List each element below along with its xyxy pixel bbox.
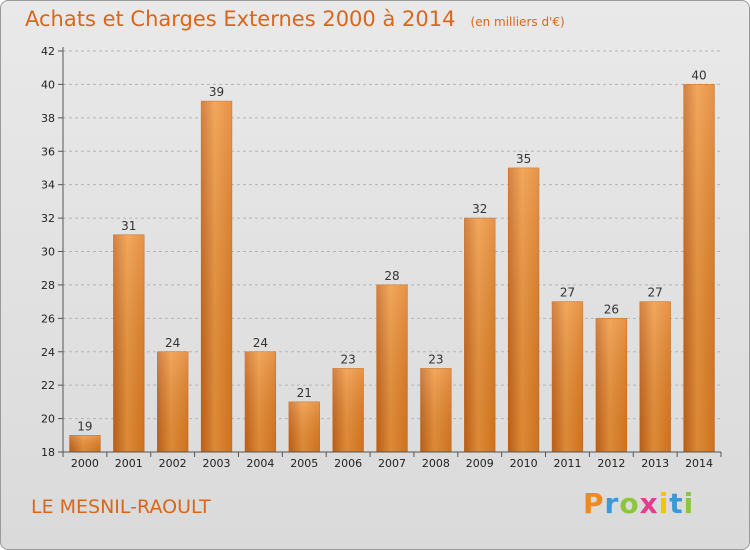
logo-letter: P — [583, 487, 605, 520]
data-label: 24 — [165, 336, 180, 350]
data-label: 27 — [560, 286, 575, 300]
x-tick-label: 2003 — [203, 457, 231, 470]
data-label: 32 — [472, 202, 487, 216]
y-tick-label: 30 — [41, 246, 55, 259]
x-tick-label: 2000 — [71, 457, 99, 470]
bar-shade — [552, 301, 583, 452]
x-tick-label: 2002 — [159, 457, 187, 470]
data-label: 28 — [384, 269, 399, 283]
x-tick-label: 2005 — [290, 457, 318, 470]
y-tick-label: 24 — [41, 346, 55, 359]
y-tick-label: 22 — [41, 379, 55, 392]
x-tick-label: 2008 — [422, 457, 450, 470]
bar-shade — [157, 351, 189, 452]
bar-shade — [420, 368, 452, 452]
title-row: Achats et Charges Externes 2000 à 2014 (… — [25, 7, 565, 31]
x-tick-label: 2010 — [510, 457, 538, 470]
x-tick-label: 2011 — [553, 457, 581, 470]
y-tick-label: 18 — [41, 446, 55, 459]
bars: 19 31 24 39 24 21 23 28 23 32 35 27 26 27 40 — [69, 68, 715, 453]
bar-shade — [376, 284, 408, 452]
bar-shade — [69, 435, 101, 452]
data-label: 23 — [428, 352, 443, 366]
logo-letter: r — [604, 487, 620, 520]
y-tick-label: 34 — [41, 179, 55, 192]
x-tick-label: 2009 — [466, 457, 494, 470]
axes: 18 20 22 24 26 28 30 32 34 36 38 40 42 2000 2001 2002 20… — [41, 45, 722, 470]
chart-title: Achats et Charges Externes 2000 à 2014 — [25, 7, 456, 31]
logo-letter: x — [639, 487, 659, 520]
y-tick-label: 20 — [41, 413, 55, 426]
commune-name: LE MESNIL-RAOULT — [31, 496, 211, 518]
data-label: 31 — [121, 219, 136, 233]
y-tick-label: 32 — [41, 212, 55, 225]
x-tick-label: 2012 — [597, 457, 625, 470]
data-label: 24 — [253, 336, 268, 350]
bar-shade — [245, 351, 276, 452]
data-label: 19 — [77, 419, 92, 433]
logo-letter: o — [619, 487, 640, 520]
x-tick-label: 2007 — [378, 457, 406, 470]
data-label: 35 — [516, 152, 531, 166]
proxiti-logo: Proxiti — [583, 487, 694, 520]
x-tick-label: 2001 — [115, 457, 143, 470]
logo-letter: t — [669, 487, 684, 520]
bar-shade — [683, 84, 715, 453]
y-tick-label: 28 — [41, 279, 55, 292]
data-label: 40 — [691, 68, 706, 82]
bar-shade — [595, 318, 627, 452]
y-tick-label: 36 — [41, 145, 55, 158]
bar-shade — [508, 167, 539, 453]
y-tick-label: 40 — [41, 78, 55, 91]
data-label: 23 — [340, 352, 355, 366]
x-tick-label: 2013 — [641, 457, 669, 470]
y-tick-label: 38 — [41, 112, 55, 125]
bar-shade — [464, 218, 496, 452]
y-tick-label: 26 — [41, 312, 55, 325]
bar-shade — [113, 234, 145, 452]
data-label: 26 — [604, 302, 619, 316]
logo-letter: i — [658, 487, 670, 520]
data-label: 21 — [297, 386, 312, 400]
chart-unit: (en milliers d'€) — [470, 15, 565, 29]
bar-shade — [201, 101, 232, 452]
bar-shade — [288, 401, 320, 452]
y-tick-label: 42 — [41, 45, 55, 58]
bar-shade — [332, 368, 364, 452]
data-label: 39 — [209, 85, 224, 99]
x-tick-label: 2006 — [334, 457, 362, 470]
logo-letter: i — [683, 487, 695, 520]
x-tick-label: 2004 — [246, 457, 274, 470]
x-tick-label: 2014 — [685, 457, 713, 470]
data-label: 27 — [648, 286, 663, 300]
bar-shade — [639, 301, 671, 452]
